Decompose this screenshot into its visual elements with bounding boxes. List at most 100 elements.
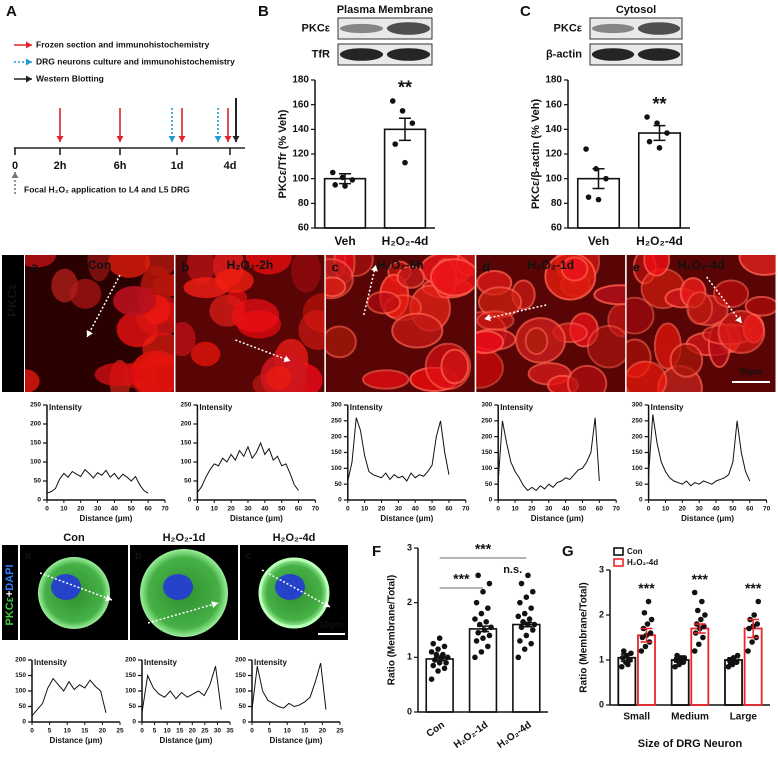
data-point [472, 654, 478, 661]
x-tick-label: Large [730, 712, 758, 723]
arrow-shaft [39, 572, 113, 601]
arrow-head [735, 316, 742, 323]
x-tick-label: 20 [99, 728, 107, 735]
data-point [349, 177, 356, 183]
x-tick-label: 5 [48, 728, 52, 735]
x-tick-label: 30 [244, 506, 252, 513]
error-bar [747, 618, 760, 639]
y-tick-label: 150 [481, 449, 492, 456]
data-point [443, 660, 449, 666]
data-point [428, 649, 435, 655]
channel-label: PKCε+DAPI [4, 564, 16, 625]
channel-strip [2, 255, 24, 392]
error-bar [339, 172, 351, 185]
cell [430, 258, 475, 297]
cell [325, 325, 357, 359]
timeline-label: 0 [12, 160, 18, 172]
x-tick-label: 10 [64, 728, 72, 735]
y-tick-label: 140 [292, 124, 309, 135]
x-tick-label: 5 [268, 728, 272, 735]
micrograph [325, 255, 475, 392]
x-tick-label: 10 [662, 506, 670, 513]
significance: n.s. [503, 564, 522, 576]
cell [366, 290, 402, 315]
cell [186, 255, 216, 284]
intensity-label: Intensity [651, 403, 684, 412]
significance: *** [638, 580, 655, 596]
x-tick-label: 60 [295, 506, 303, 513]
data-point [751, 612, 757, 618]
blot-label: PKCε [302, 22, 331, 34]
cell [440, 348, 470, 385]
cell [744, 295, 776, 317]
cell [108, 255, 150, 278]
data-point [529, 588, 536, 595]
x-tick-label: 70 [161, 506, 169, 513]
y-tick-label: 180 [292, 75, 309, 86]
data-point [436, 660, 443, 666]
cell [231, 298, 280, 333]
y-tick-label: 200 [181, 421, 192, 428]
image-title: H₂O₂-4d [678, 258, 725, 272]
y-tick-label: 3 [599, 564, 604, 574]
cell [175, 321, 196, 357]
arrow-head [323, 601, 330, 608]
arrow-head [168, 136, 176, 142]
data-point [342, 183, 348, 189]
y-tick-label: 300 [331, 402, 342, 409]
x-tick-label: 40 [712, 506, 720, 513]
y-tick-label: 2 [407, 597, 412, 607]
image-letter: e [633, 259, 640, 274]
y-tick-label: 50 [485, 481, 493, 488]
intensity-label: Intensity [34, 658, 67, 667]
data-point [664, 130, 670, 136]
cell [566, 364, 608, 392]
data-point [521, 610, 528, 617]
data-point [475, 572, 481, 579]
data-point [529, 627, 536, 633]
micrograph [476, 255, 626, 392]
error-bar [477, 625, 489, 633]
x-axis-label: Distance (μm) [230, 514, 283, 523]
data-point [620, 648, 627, 654]
data-point [628, 650, 634, 657]
data-point [618, 663, 625, 670]
x-tick-label: 15 [301, 728, 309, 735]
x-tick-label: 0 [45, 506, 49, 513]
cell [51, 268, 79, 303]
legend-text: Frozen section and immunohistochemistry [36, 39, 210, 49]
image-letter: c [332, 259, 339, 274]
channel-label-part: + [4, 591, 16, 597]
y-tick-label: 50 [184, 478, 192, 485]
intensity-label: Intensity [350, 403, 383, 412]
x-tick-label: 70 [462, 506, 470, 513]
cell [626, 360, 668, 392]
cell [738, 255, 776, 276]
x-tick-label: 40 [111, 506, 119, 513]
data-point [389, 98, 396, 104]
data-point [392, 141, 399, 147]
y-axis-label: PKCε/β-actin (% Veh) [530, 98, 542, 209]
micrograph [626, 255, 776, 392]
nucleus [163, 574, 193, 600]
y-tick-label: 150 [181, 440, 192, 447]
data-point [435, 646, 441, 652]
arrow-shaft [235, 339, 291, 362]
data-point [625, 661, 631, 668]
x-tick-label: 0 [196, 506, 200, 513]
y-tick-label: 0 [37, 497, 41, 504]
x-tick-label: H₂O₂-4d [382, 234, 429, 248]
data-point [749, 639, 755, 645]
error-bar [592, 168, 605, 190]
image-title: Con [63, 532, 85, 544]
image-title: Con [88, 258, 111, 272]
y-tick-label: 80 [551, 198, 563, 209]
x-tick-label: 35 [226, 728, 234, 735]
y-tick-label: 0 [22, 719, 26, 726]
image-letter: a [31, 259, 39, 274]
channel-label: PKCε [4, 283, 19, 317]
arrow-head [224, 136, 232, 142]
cell [476, 310, 515, 331]
y-tick-label: 200 [30, 421, 41, 428]
